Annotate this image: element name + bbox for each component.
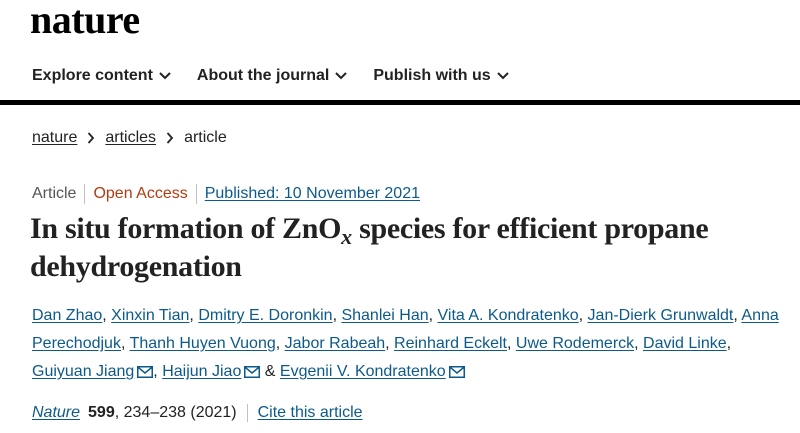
nav-item-label: Publish with us (373, 67, 491, 84)
chevron-right-icon (87, 132, 95, 144)
article-type: Article (32, 185, 77, 202)
author-link[interactable]: Dan Zhao (32, 307, 103, 324)
author-link[interactable]: David Linke (643, 335, 727, 352)
chevron-down-icon (159, 72, 171, 80)
mail-icon[interactable] (244, 366, 261, 378)
nav-item-label: Explore content (32, 67, 153, 84)
published-date-link[interactable]: Published: 10 November 2021 (204, 185, 420, 202)
breadcrumb: nature articles article (32, 128, 227, 148)
cite-this-article-link[interactable]: Cite this article (257, 404, 363, 421)
nature-logo[interactable]: nature (30, 0, 140, 42)
author-link[interactable]: Dmitry E. Doronkin (198, 307, 333, 324)
citation-line: Nature 599 , 234–238 (2021) Cite this ar… (32, 402, 363, 424)
nav-about-journal[interactable]: About the journal (196, 66, 348, 86)
journal-link[interactable]: Nature (32, 404, 81, 421)
title-rest: species for efficient propane dehydrogen… (30, 212, 709, 283)
breadcrumb-articles-link[interactable]: articles (105, 129, 157, 146)
author-link[interactable]: Evgenii V. Kondratenko (279, 363, 446, 380)
author-link[interactable]: Jan-Dierk Grunwaldt (587, 307, 734, 324)
chevron-right-icon (166, 132, 174, 144)
title-subscript: x (341, 224, 352, 249)
pages-year: , 234–238 (2021) (114, 404, 237, 421)
nav-explore-content[interactable]: Explore content (32, 66, 171, 86)
author-link[interactable]: Xinxin Tian (111, 307, 190, 324)
nav-item-label: About the journal (196, 67, 330, 84)
breadcrumb-nature-link[interactable]: nature (32, 129, 78, 146)
nav-divider (0, 100, 800, 105)
title-main: In situ formation of ZnO (30, 212, 342, 245)
chevron-down-icon (496, 72, 509, 80)
breadcrumb-current: article (184, 129, 227, 146)
article-title: In situ formation of ZnOx species for ef… (30, 210, 790, 286)
nav-publish-with-us[interactable]: Publish with us (373, 66, 509, 86)
mail-icon[interactable] (137, 366, 154, 378)
volume: 599 (88, 404, 115, 421)
main-nav: Explore content About the journal Publis… (32, 66, 535, 86)
mail-icon[interactable] (448, 366, 465, 378)
open-access-badge: Open Access (84, 184, 195, 204)
article-meta: Article Open Access Published: 10 Novemb… (32, 184, 428, 204)
chevron-down-icon (335, 72, 348, 80)
citation-divider (246, 404, 248, 422)
author-link[interactable]: Jabor Rabeah (284, 335, 386, 352)
author-link[interactable]: Vita A. Kondratenko (437, 307, 579, 324)
author-link[interactable]: Thanh Huyen Vuong (129, 335, 276, 352)
author-link[interactable]: Uwe Rodemerck (515, 335, 635, 352)
author-link[interactable]: Haijun Jiao (162, 363, 242, 380)
author-conjunction: & (264, 363, 276, 380)
author-link[interactable]: Shanlei Han (341, 307, 429, 324)
author-list: Dan Zhao, Xinxin Tian, Dmitry E. Doronki… (32, 307, 779, 380)
author-link[interactable]: Guiyuan Jiang (32, 363, 135, 380)
author-link[interactable]: Reinhard Eckelt (394, 335, 507, 352)
author-link[interactable]: Anna Perechodjuk (32, 307, 779, 352)
